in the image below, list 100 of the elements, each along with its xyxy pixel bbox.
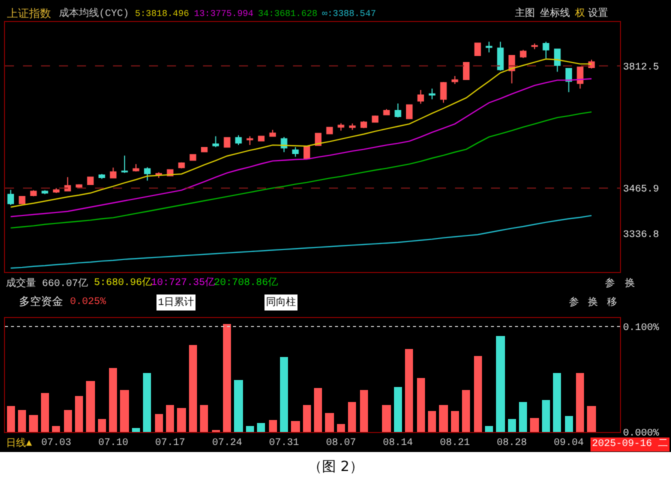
bar [18,410,26,432]
x-tick-label: 07.17 [155,438,186,449]
candlestick [542,41,550,59]
text: 34:3681.628 [258,9,318,19]
bar [382,405,391,432]
text: 5:3818.496 [135,9,190,19]
bar [132,428,140,432]
candlestick [360,120,368,129]
bar [86,381,95,432]
candlestick [7,189,14,206]
candlestick [486,41,492,53]
bar [474,356,482,432]
y-tick-label: 0.000% [623,428,660,440]
x-tick-label: 07.03 [41,438,72,449]
bar [496,336,505,432]
text: 成交量 660.07亿 [6,277,88,290]
bar [348,402,356,432]
candlestick [132,164,140,172]
candlestick [224,137,230,148]
candlestick [554,48,561,72]
candlestick [235,134,242,146]
y-tick-label: 3812.5 [623,62,660,74]
text: 1日累计 [158,296,194,309]
line-series [10,214,592,269]
candlestick [531,43,538,50]
x-tick-label: 07.10 [98,438,128,449]
text: 参 [605,277,615,290]
candlestick [64,176,71,192]
bar [29,415,38,432]
text: 权 [574,7,585,20]
text: 同向柱 [266,296,296,309]
bar [246,426,254,432]
text: 日线▲ [6,437,32,450]
bar [428,411,436,432]
candlestick [576,66,584,90]
candlestick [383,108,390,116]
candlestick [565,68,572,93]
text: 主图 [515,7,535,20]
bar [462,390,470,432]
x-tick-label: 07.24 [212,438,242,449]
candlestick [269,129,276,138]
text: 20:708.86亿 [214,277,278,289]
line-series [10,111,592,229]
candlestick [18,196,26,205]
candlestick [588,59,595,70]
bar [269,420,277,432]
bar [519,402,527,432]
chart-title: 上证指数 [7,7,51,21]
bar [120,390,129,432]
candlestick [110,167,116,179]
candlestick [497,41,504,72]
candlestick [428,88,436,100]
candlestick [121,155,128,174]
bar [177,408,186,432]
bar [337,424,345,432]
bar [485,426,493,432]
bar [508,419,516,432]
bar [155,414,163,432]
text: （图 2） [308,459,364,475]
candlestick [440,81,447,104]
candlestick [87,176,94,186]
bar [98,419,106,432]
candlestick [406,104,413,120]
text: 参 [569,296,579,309]
bar [7,406,15,432]
candlestick [246,136,254,146]
text: 13:3775.994 [194,9,254,19]
bar [325,413,334,432]
y-tick-label: 3465.9 [623,184,660,196]
candlestick [338,122,344,132]
bar [576,373,584,432]
chart-subtitle: 成本均线(CYC) [59,7,130,20]
candlestick [98,173,106,180]
bar [303,405,311,432]
candlestick [452,75,458,85]
x-tick-label: 07.31 [269,438,300,449]
bar [417,378,425,432]
text: ∞:3388.547 [322,9,376,19]
candlestick [258,135,265,142]
bar [360,390,368,432]
text: 设置 [588,7,608,20]
bar [280,357,288,432]
line-series [10,78,592,218]
candlestick [190,154,196,161]
bar [314,388,322,432]
bar [530,418,539,432]
text: 移 [607,296,617,309]
bar [109,368,117,432]
bar [451,411,459,432]
bar [52,426,60,432]
x-tick-label: 08.21 [440,438,470,449]
x-tick-label: 08.14 [382,438,413,449]
bar [439,405,448,432]
bar [41,393,49,432]
bar [75,396,83,432]
bar [166,405,174,432]
text: 坐标线 [540,7,570,20]
bar [405,349,413,432]
text: 10:727.35亿 [151,277,216,289]
candlestick [394,102,402,118]
